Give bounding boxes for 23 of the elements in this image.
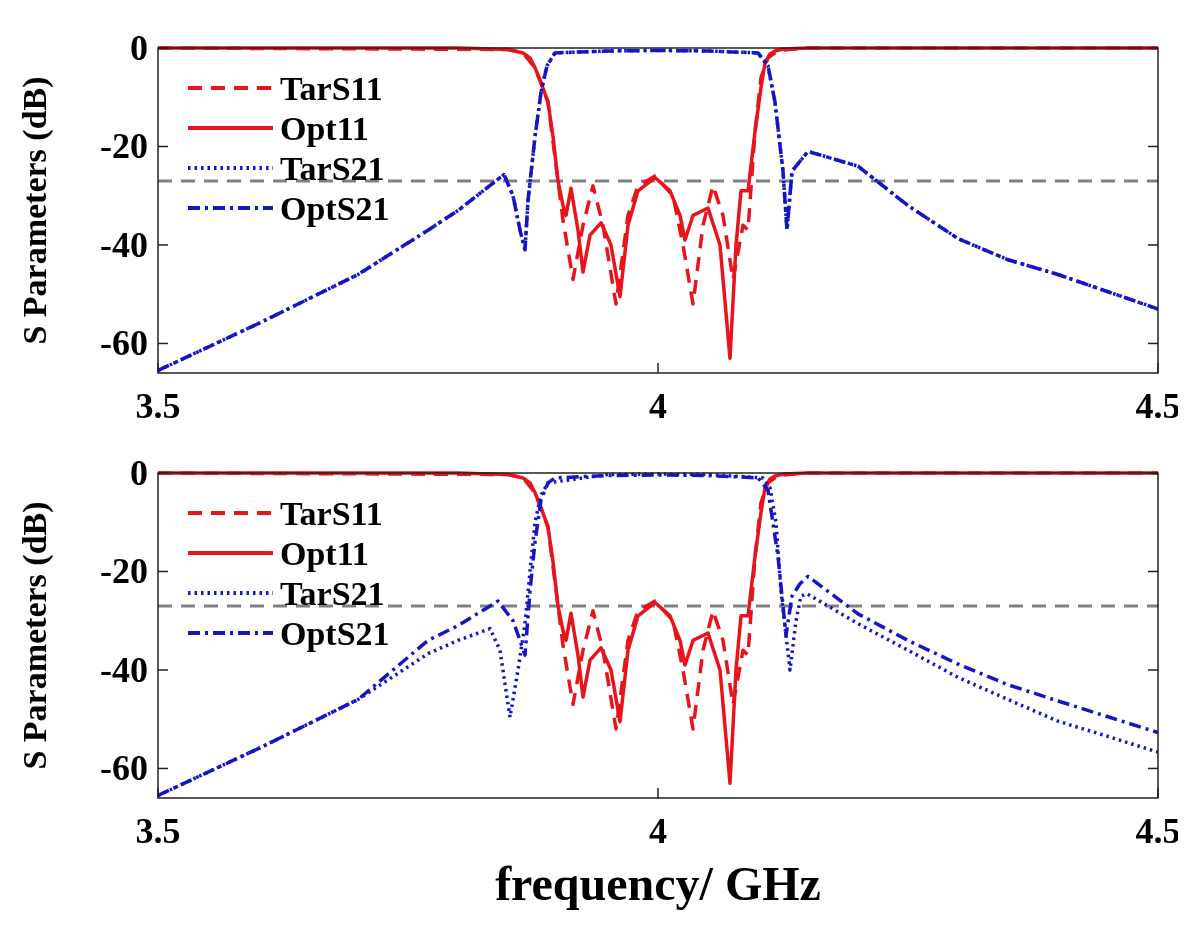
y-axis-title: S Parameters (dB) — [16, 501, 54, 770]
y-tick-label: 0 — [130, 28, 148, 68]
legend-label: TarS11 — [280, 70, 383, 107]
y-tick-label: -20 — [100, 126, 148, 167]
legend-label: Opt11 — [280, 535, 369, 572]
x-tick-label: 4 — [649, 811, 667, 851]
y-tick-label: -60 — [100, 748, 148, 789]
y-axis-title: S Parameters (dB) — [16, 76, 54, 345]
y-tick-label: -20 — [100, 551, 148, 592]
x-axis-title: frequency/ GHz — [495, 857, 821, 910]
legend-label: TarS21 — [280, 150, 385, 187]
x-tick-label: 4 — [649, 386, 667, 426]
x-tick-label: 3.5 — [135, 811, 181, 851]
x-tick-label: 3.5 — [135, 386, 181, 426]
y-tick-label: 0 — [130, 453, 148, 493]
legend-label: OptS21 — [280, 190, 390, 227]
legend-label: Opt11 — [280, 110, 369, 147]
y-tick-label: -40 — [100, 649, 148, 690]
legend-label: TarS11 — [280, 495, 383, 532]
y-tick-label: -60 — [100, 323, 148, 364]
legend-label: OptS21 — [280, 615, 390, 652]
legend-label: TarS21 — [280, 575, 385, 612]
y-tick-label: -40 — [100, 224, 148, 265]
